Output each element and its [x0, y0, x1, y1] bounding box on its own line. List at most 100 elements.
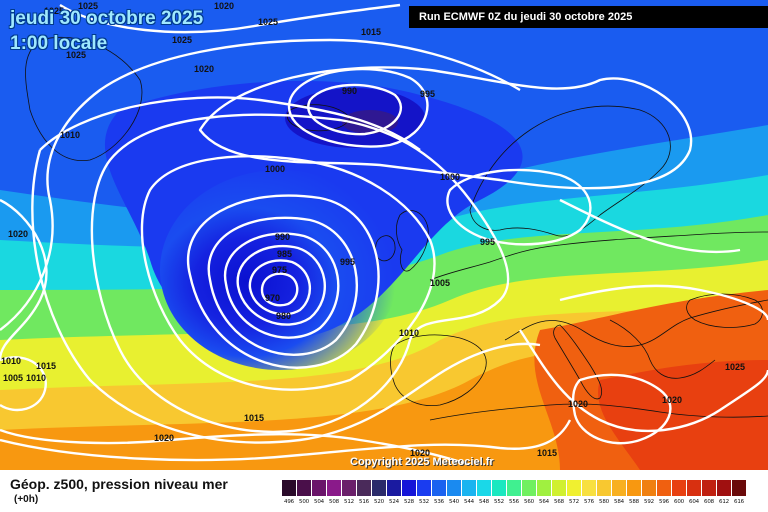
scale-swatch	[462, 480, 476, 496]
isobar-label: 1010	[1, 356, 21, 366]
scale-tick-label: 528	[404, 499, 414, 505]
isobar-label: 1020	[662, 395, 682, 405]
iceland-coast	[286, 104, 351, 132]
scale-swatch	[432, 480, 446, 496]
pressure-geopotential-map: 1025 1025 1020 1025 1025 1025 1020 1015 …	[0, 0, 768, 470]
isobar-1020-east	[571, 373, 672, 445]
scale-tick-label: 600	[674, 499, 684, 505]
scale-tick-label: 588	[629, 499, 639, 505]
scale-swatch	[507, 480, 521, 496]
isobar-label: 995	[480, 237, 495, 247]
scale-tick-label: 496	[284, 499, 294, 505]
isobar-label: 1005	[3, 373, 23, 383]
scale-tick-label: 548	[479, 499, 489, 505]
isobar-label: 1015	[361, 27, 381, 37]
balkans-coast	[609, 319, 716, 379]
isobar-label: 1000	[440, 172, 460, 182]
scale-swatch	[297, 480, 311, 496]
scale-tick-label: 552	[494, 499, 504, 505]
scale-swatch	[417, 480, 431, 496]
iberia-coast	[390, 334, 487, 407]
europe-mainland-coast	[429, 231, 768, 347]
scale-tick-label: 604	[689, 499, 699, 505]
scale-swatch	[552, 480, 566, 496]
isobar-label: 1025	[172, 35, 192, 45]
ireland-coast	[375, 235, 396, 262]
italy-coast	[553, 324, 603, 400]
scale-tick-label: 540	[449, 499, 459, 505]
scale-swatch	[342, 480, 356, 496]
scale-tick-label: 520	[374, 499, 384, 505]
isobar-label: 970	[265, 293, 280, 303]
isobar-label: 990	[275, 232, 290, 242]
scale-tick-label: 500	[299, 499, 309, 505]
scale-tick-label: 564	[539, 499, 549, 505]
isobar-label: 1025	[78, 1, 98, 11]
isobar-label: 1005	[430, 278, 450, 288]
scale-swatch	[657, 480, 671, 496]
scale-swatch	[477, 480, 491, 496]
isobar-label: 1010	[60, 130, 80, 140]
isobar-1000	[140, 155, 436, 391]
isobar-label: 1025	[258, 17, 278, 27]
isobar-995-north	[287, 67, 429, 148]
isobar-1010	[31, 96, 741, 444]
isobar-label: 1000	[265, 164, 285, 174]
scale-tick-label: 524	[389, 499, 399, 505]
scale-tick-label: 504	[314, 499, 324, 505]
scale-swatch	[447, 480, 461, 496]
scale-tick-label: 512	[344, 499, 354, 505]
coastlines	[25, 37, 768, 421]
british-isles-coast	[396, 210, 429, 272]
isobars	[0, 3, 768, 467]
isobar-995-low	[187, 194, 380, 369]
isobar-995-east	[446, 168, 592, 246]
isobar-label: 1020	[154, 433, 174, 443]
scale-swatch	[717, 480, 731, 496]
isobar-label: 990	[342, 86, 357, 96]
forecast-time-label: 1:00 locale	[10, 33, 108, 54]
scale-swatch	[282, 480, 296, 496]
scale-tick-label: 508	[329, 499, 339, 505]
model-run-label: Run ECMWF 0Z du jeudi 30 octobre 2025	[409, 6, 768, 28]
isobar-label: 1025	[725, 362, 745, 372]
scale-tick-label: 536	[434, 499, 444, 505]
isobar-990	[207, 216, 358, 356]
isobar-label: 1015	[244, 413, 264, 423]
scale-swatch	[597, 480, 611, 496]
isobar-985	[223, 232, 340, 339]
isobar-label: 1025	[66, 50, 86, 60]
isobar-970	[260, 272, 299, 307]
scale-swatch	[582, 480, 596, 496]
scale-swatch	[312, 480, 326, 496]
scale-swatch	[627, 480, 641, 496]
isobar-label: 1020	[194, 64, 214, 74]
scale-tick-label: 616	[734, 499, 744, 505]
forecast-date-label: jeudi 30 octobre 2025	[10, 8, 204, 29]
scale-tick-label: 572	[569, 499, 579, 505]
scale-swatch	[567, 480, 581, 496]
copyright-label: Copyright 2025 Meteociel.fr	[350, 456, 494, 468]
scale-tick-label: 580	[599, 499, 609, 505]
scale-tick-label: 532	[419, 499, 429, 505]
isobar-label: 1015	[36, 361, 56, 371]
isobar-990-north	[307, 83, 402, 136]
isobar-label: 1025	[44, 6, 64, 16]
scale-swatch	[387, 480, 401, 496]
scale-tick-label: 596	[659, 499, 669, 505]
color-scale: 496 500 504 508 512 516 520 524 528 532 536 540 544 5…	[282, 480, 754, 510]
scale-swatch	[372, 480, 386, 496]
isobar-1020	[0, 3, 471, 467]
scale-tick-label: 568	[554, 499, 564, 505]
isobar-1015-east	[519, 284, 768, 433]
scale-swatch	[612, 480, 626, 496]
scale-swatch	[687, 480, 701, 496]
isobar-1000-north	[198, 66, 693, 190]
scale-swatch	[732, 480, 746, 496]
scale-swatch	[402, 480, 416, 496]
scale-swatch	[702, 480, 716, 496]
scale-tick-label: 576	[584, 499, 594, 505]
isobar-980	[236, 244, 326, 326]
isobar-label: 1015	[537, 448, 557, 458]
